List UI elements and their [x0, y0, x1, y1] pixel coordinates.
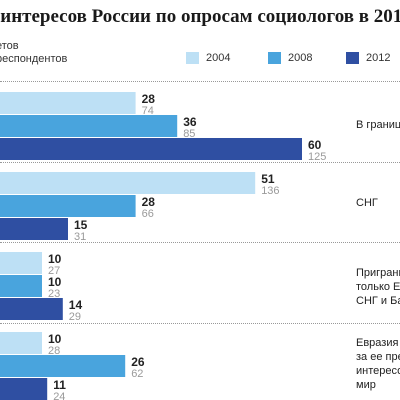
bar-2012 [0, 138, 302, 160]
bar-respondents-label: 31 [74, 231, 86, 243]
bar-2004 [0, 252, 42, 274]
category-label: В граница [356, 119, 400, 131]
bar-2008 [0, 115, 178, 137]
bar-respondents-label: 27 [48, 265, 60, 277]
chart-title: а интересов России по опросам социологов… [0, 6, 400, 27]
bar-percent-label: 36 [183, 115, 197, 129]
bar-respondents-label: 29 [69, 311, 81, 323]
bar-percent-label: 10 [48, 252, 62, 266]
bar-respondents-label: 136 [261, 185, 279, 197]
bar-2012 [0, 298, 63, 320]
bar-2004 [0, 92, 136, 114]
bar-percent-label: 11 [53, 378, 66, 392]
bar-respondents-label: 28 [48, 345, 60, 357]
legend-swatch [268, 52, 281, 64]
legend-label: 2012 [366, 52, 391, 64]
bar-percent-label: 28 [142, 92, 156, 106]
bar-2004 [0, 332, 42, 354]
bar-percent-label: 26 [131, 355, 145, 369]
bar-respondents-label: 66 [142, 208, 154, 220]
bar-respondents-label: 74 [142, 105, 154, 117]
legend-label: 2004 [206, 52, 231, 64]
bar-percent-label: 28 [142, 195, 156, 209]
bar-percent-label: 15 [74, 218, 88, 232]
legend-label: 2008 [288, 52, 313, 64]
group-separator [0, 162, 400, 163]
group-separator [0, 81, 400, 82]
bar-percent-label: 10 [48, 332, 62, 346]
bar-percent-label: 14 [69, 298, 83, 312]
bar-2008 [0, 355, 126, 377]
category-label: СНГ [356, 197, 378, 209]
legend-swatch [186, 52, 199, 64]
bar-2012 [0, 218, 68, 240]
bar-respondents-label: 62 [131, 368, 143, 380]
subtitle-line: етов [0, 40, 19, 52]
subtitle-line: респондентов [0, 53, 68, 65]
legend-swatch [346, 52, 359, 64]
bar-respondents-label: 85 [183, 128, 195, 140]
bar-percent-label: 10 [48, 275, 62, 289]
bar-2008 [0, 275, 42, 297]
group-separator [0, 242, 400, 243]
chart-subtitle: етовреспондентов [0, 40, 116, 66]
bar-respondents-label: 24 [53, 391, 65, 400]
group-separator [0, 323, 400, 324]
bar-2004 [0, 172, 256, 194]
category-label: Приграни только Евр СНГ и Бал [356, 267, 400, 307]
bar-2012 [0, 378, 48, 400]
bar-respondents-label: 23 [48, 288, 60, 300]
bar-percent-label: 60 [308, 138, 322, 152]
bar-percent-label: 51 [261, 172, 275, 186]
bar-2008 [0, 195, 136, 217]
category-label: Евразия и за ее пред интересов мир [356, 337, 400, 391]
bar-respondents-label: 125 [308, 151, 326, 163]
